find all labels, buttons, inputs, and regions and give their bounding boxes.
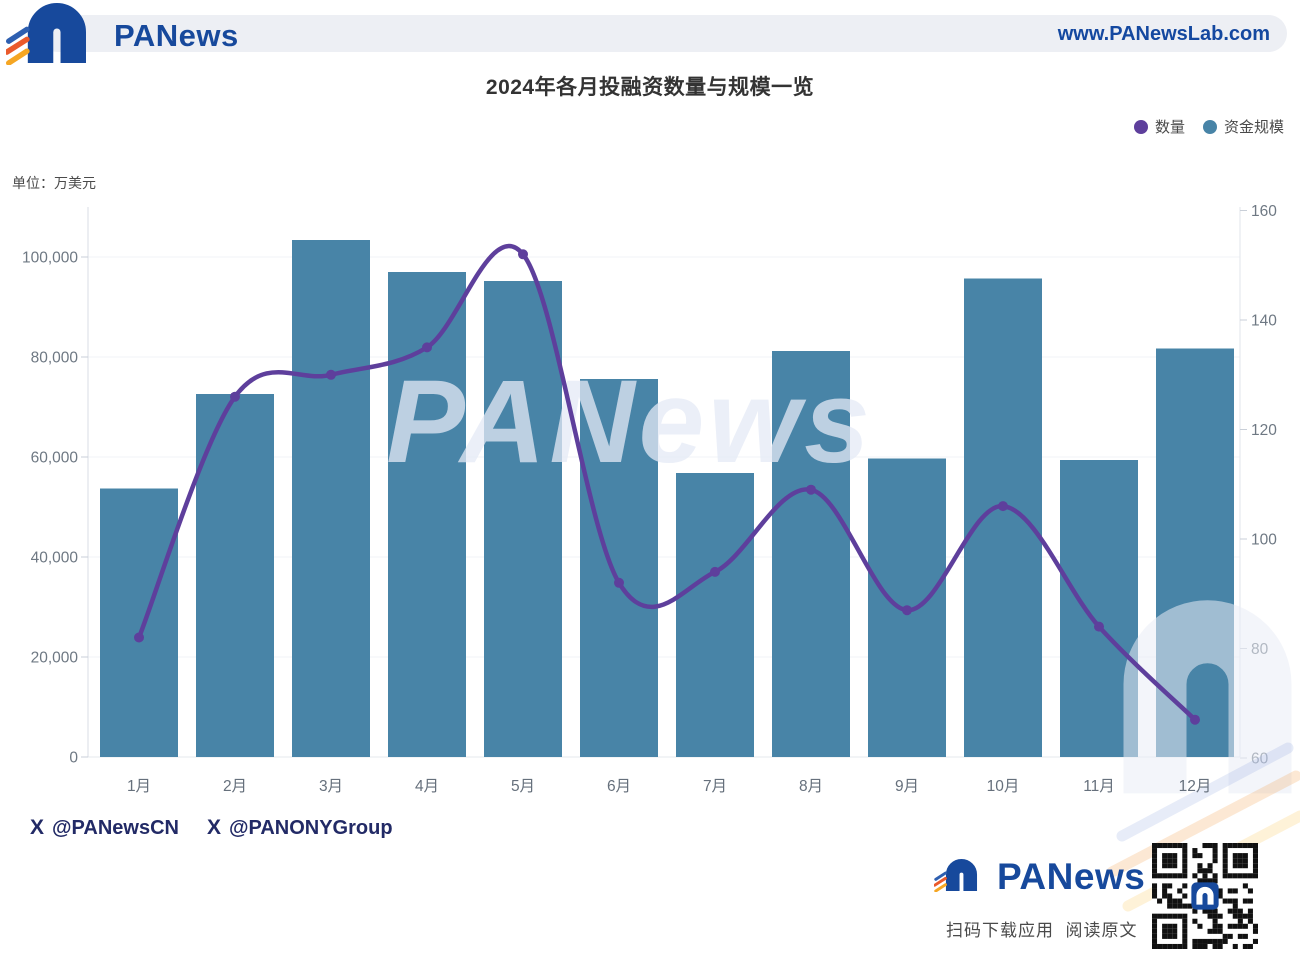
bar-8月 [772,351,850,757]
chart-title: 2024年各月投融资数量与规模一览 [485,76,815,99]
count-point-1月 [134,632,144,643]
left-axis-label: 60,000 [31,450,79,467]
legend-dot [1202,119,1217,134]
social-handles: X @PANewsCN X @PANONYGroup [30,816,393,840]
footer-caption: 扫码下载应用 阅读原文 [946,921,1138,940]
bar-4月 [388,272,466,757]
count-point-7月 [710,566,720,577]
site-url[interactable]: www.PANewsLab.com [1057,23,1270,45]
header-bar [39,15,1287,52]
chart-legend: 数量 资金规模 [1133,116,1284,137]
x-axis-label: 10月 [987,778,1020,795]
x-axis-label: 12月 [1179,778,1212,795]
count-point-4月 [422,342,432,353]
left-axis-label: 40,000 [31,550,79,567]
legend-label: 资金规模 [1223,119,1284,136]
count-point-12月 [1190,714,1200,725]
social-handle[interactable]: X @PANONYGroup [207,816,393,840]
count-point-10月 [998,501,1008,512]
count-point-5月 [518,249,528,260]
left-axis-label: 80,000 [31,350,79,367]
unit-label: 单位：万美元 [12,175,96,191]
bar-7月 [676,473,754,757]
left-axis-label: 100,000 [22,250,78,267]
panews-logo-icon [933,858,988,897]
x-logo-icon: X [30,816,45,839]
bar-1月 [100,488,178,757]
qr-code[interactable] [1152,843,1258,949]
left-axis-label: 0 [69,750,78,767]
left-axis-label: 20,000 [31,650,79,667]
watermark-text: PANews [386,356,873,488]
right-axis-label: 140 [1251,313,1277,330]
x-axis-label: 4月 [415,778,439,795]
x-axis-label: 9月 [895,778,919,795]
x-logo-icon: X [206,816,221,839]
x-axis-label: 7月 [703,778,727,795]
x-axis-label: 11月 [1083,778,1115,795]
count-point-9月 [902,605,912,616]
handle-label: @PANewsCN [52,816,179,839]
count-point-2月 [230,391,240,402]
bar-3月 [292,240,370,757]
bar-5月 [484,281,562,757]
x-axis-label: 3月 [319,778,343,795]
legend-item-数量[interactable]: 数量 [1133,116,1185,137]
legend-dot [1133,119,1148,134]
footer-brand: PANews [933,856,1146,898]
handle-label: @PANONYGroup [228,816,393,839]
x-axis-label: 6月 [607,778,631,795]
legend-label: 数量 [1154,119,1185,136]
bar-2月 [196,394,274,757]
panews-logo-icon [4,1,106,70]
count-point-8月 [806,484,816,495]
legend-item-资金规模[interactable]: 资金规模 [1202,116,1284,137]
header-brand: PANews [4,1,239,70]
watermark-magnet-icon [1123,600,1292,794]
bar-10月 [964,278,1042,757]
right-axis-label: 160 [1251,203,1277,220]
right-axis-label: 120 [1251,422,1277,439]
count-point-11月 [1094,621,1104,632]
bar-6月 [580,379,658,757]
x-axis-label: 5月 [511,778,535,795]
social-handle[interactable]: X @PANewsCN [30,816,179,840]
footer-brand-wordmark: PANews [997,856,1146,897]
count-point-3月 [326,369,336,380]
brand-wordmark: PANews [114,17,239,53]
x-axis-label: 2月 [223,778,247,795]
count-point-6月 [614,577,624,588]
right-axis-label: 100 [1251,532,1277,549]
x-axis-label: 1月 [127,778,151,795]
x-axis-label: 8月 [799,778,823,795]
